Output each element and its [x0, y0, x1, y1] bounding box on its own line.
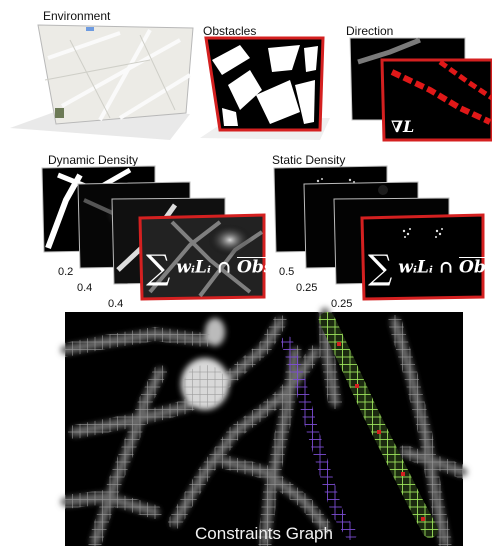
static-formula: ∑ wᵢLᵢ ∩ Obs — [368, 248, 492, 288]
environment-marker — [86, 27, 94, 31]
static-result-layer — [360, 213, 485, 301]
direction-title: Direction — [346, 24, 394, 38]
static-weight-3: 0.25 — [331, 298, 353, 310]
static-weight-1: 0.5 — [279, 266, 295, 278]
constraints-graph — [60, 307, 468, 546]
obstacles-blocks — [212, 45, 318, 126]
dynamic-formula: ∑ wᵢLᵢ ∩ Obs — [146, 248, 274, 288]
static-weight-2: 0.25 — [296, 282, 318, 294]
dynamic-density-title: Dynamic Density — [48, 153, 139, 167]
direction-arrow — [390, 69, 492, 125]
dynamic-weight-1: 0.2 — [58, 266, 74, 278]
green-constraint-path — [65, 312, 463, 546]
dynamic-weight-3: 0.4 — [108, 298, 124, 310]
direction-formula: ∇L — [391, 117, 415, 136]
static-density-points — [402, 228, 443, 238]
environment-roads — [47, 29, 192, 121]
dynamic-weight-2: 0.4 — [77, 282, 93, 294]
red-constraint-cells — [337, 342, 425, 521]
environment-title: Environment — [43, 9, 111, 23]
static-density-title: Static Density — [272, 153, 346, 167]
environment-thumbnail — [55, 108, 64, 118]
constraints-graph-title: Constraints Graph — [195, 524, 333, 543]
obstacles-title: Obstacles — [203, 24, 257, 38]
